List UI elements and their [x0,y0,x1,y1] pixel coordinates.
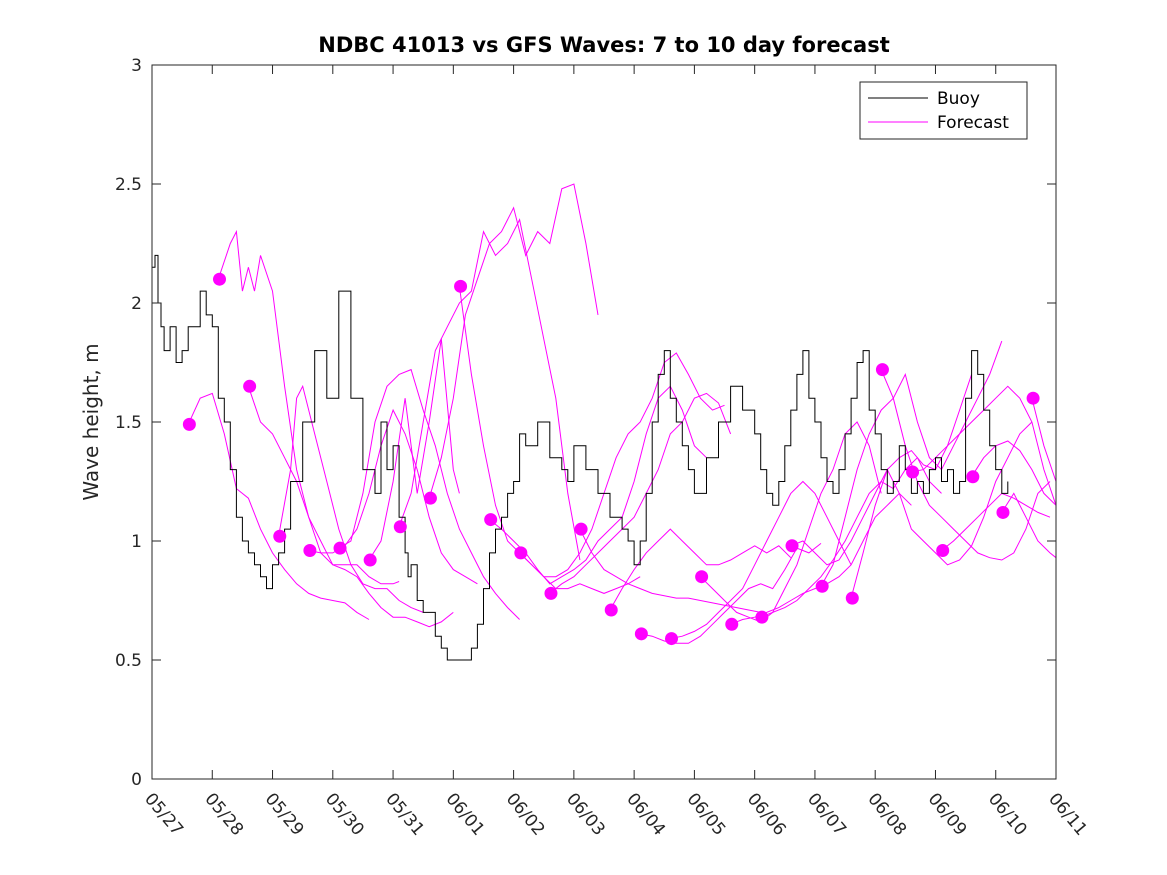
forecast-line-16 [670,480,852,640]
forecast-marker [936,544,950,558]
forecast-line-6 [368,338,460,561]
forecast-marker [785,539,799,553]
y-tick-label: 2.5 [115,175,142,195]
x-tick-label: 05/30 [321,789,368,839]
y-tick-label: 0 [131,770,142,790]
y-tick-label: 1.5 [115,413,142,433]
legend-forecast-label: Forecast [937,113,1009,133]
forecast-marker [544,586,558,600]
forecast-line-28 [1031,398,1056,482]
forecast-marker [574,522,588,536]
y-axis-label: Wave height, m [79,343,103,500]
forecast-marker [333,541,347,555]
forecast-marker [273,529,287,543]
forecast-marker [243,379,257,393]
legend: Buoy Forecast [859,81,1028,140]
forecast-marker [604,603,618,617]
forecast-marker [303,544,317,558]
forecast-marker [454,279,468,293]
forecast-line-21 [820,340,1003,587]
forecast-marker [212,272,226,286]
forecast-line-27 [1001,492,1056,559]
forecast-line-1 [217,229,400,585]
forecast-line-23 [880,369,1051,561]
forecast-line-7 [398,218,581,561]
y-tick-label: 0.5 [115,651,142,671]
y-axis: 0 0.5 1 1.5 2 2.5 3 [115,56,1056,790]
forecast-line-8 [428,183,599,499]
forecast-marker [996,505,1010,519]
x-tick-label: 06/09 [924,789,971,839]
forecast-marker [755,610,769,624]
forecast-line-2 [247,386,454,628]
forecast-marker [514,546,528,560]
x-tick-label: 06/07 [803,789,850,839]
forecast-marker [845,591,859,605]
forecast-line-13 [579,528,761,613]
x-tick-label: 05/28 [200,789,247,839]
forecast-line-4 [308,408,478,585]
forecast-marker [815,579,829,593]
forecast-marker [182,417,196,431]
x-tick-label: 06/06 [743,789,790,839]
legend-box [859,81,1028,140]
x-tick-label: 05/31 [381,789,428,839]
forecast-marker [664,632,678,646]
forecast-marker [1026,391,1040,405]
forecast-line-14 [609,528,792,611]
forecast-line-25 [941,492,1051,551]
forecast-marker [423,491,437,505]
y-tick-label: 1 [131,532,142,552]
forecast-marker [875,363,889,377]
forecast-marker [725,617,739,631]
forecast-marker [634,627,648,641]
forecast-marker [484,513,498,527]
forecast-line-26 [971,440,1056,506]
forecast-line-12 [549,392,732,594]
legend-buoy-label: Buoy [937,89,980,109]
x-tick-label: 06/05 [683,789,730,839]
x-tick-label: 05/29 [261,789,308,839]
forecast-line-11 [519,352,725,578]
chart-title: NDBC 41013 vs GFS Waves: 7 to 10 day for… [318,33,889,57]
axes-box [151,64,1057,780]
x-tick-label: 06/01 [442,789,489,839]
x-tick-label: 06/04 [622,789,669,839]
forecast-marker [363,553,377,567]
forecast-line-9 [458,286,641,594]
x-tick-label: 06/02 [502,789,549,839]
buoy-line [152,254,1009,661]
x-tick-label: 06/08 [863,789,910,839]
forecast-marker [393,520,407,534]
forecast-marker [906,465,920,479]
x-tick-label: 05/27 [140,789,187,839]
x-tick-label: 06/03 [562,789,609,839]
x-axis: 05/27 05/28 05/29 05/30 05/31 06/01 06/02 06/03… [140,65,1091,840]
forecast-line-0 [187,392,370,620]
y-tick-label: 3 [131,56,142,76]
x-tick-label: 06/11 [1044,789,1091,839]
x-tick-label: 06/10 [984,789,1031,839]
forecast-marker [966,470,980,484]
y-tick-label: 2 [131,294,142,314]
forecast-marker [695,570,709,584]
